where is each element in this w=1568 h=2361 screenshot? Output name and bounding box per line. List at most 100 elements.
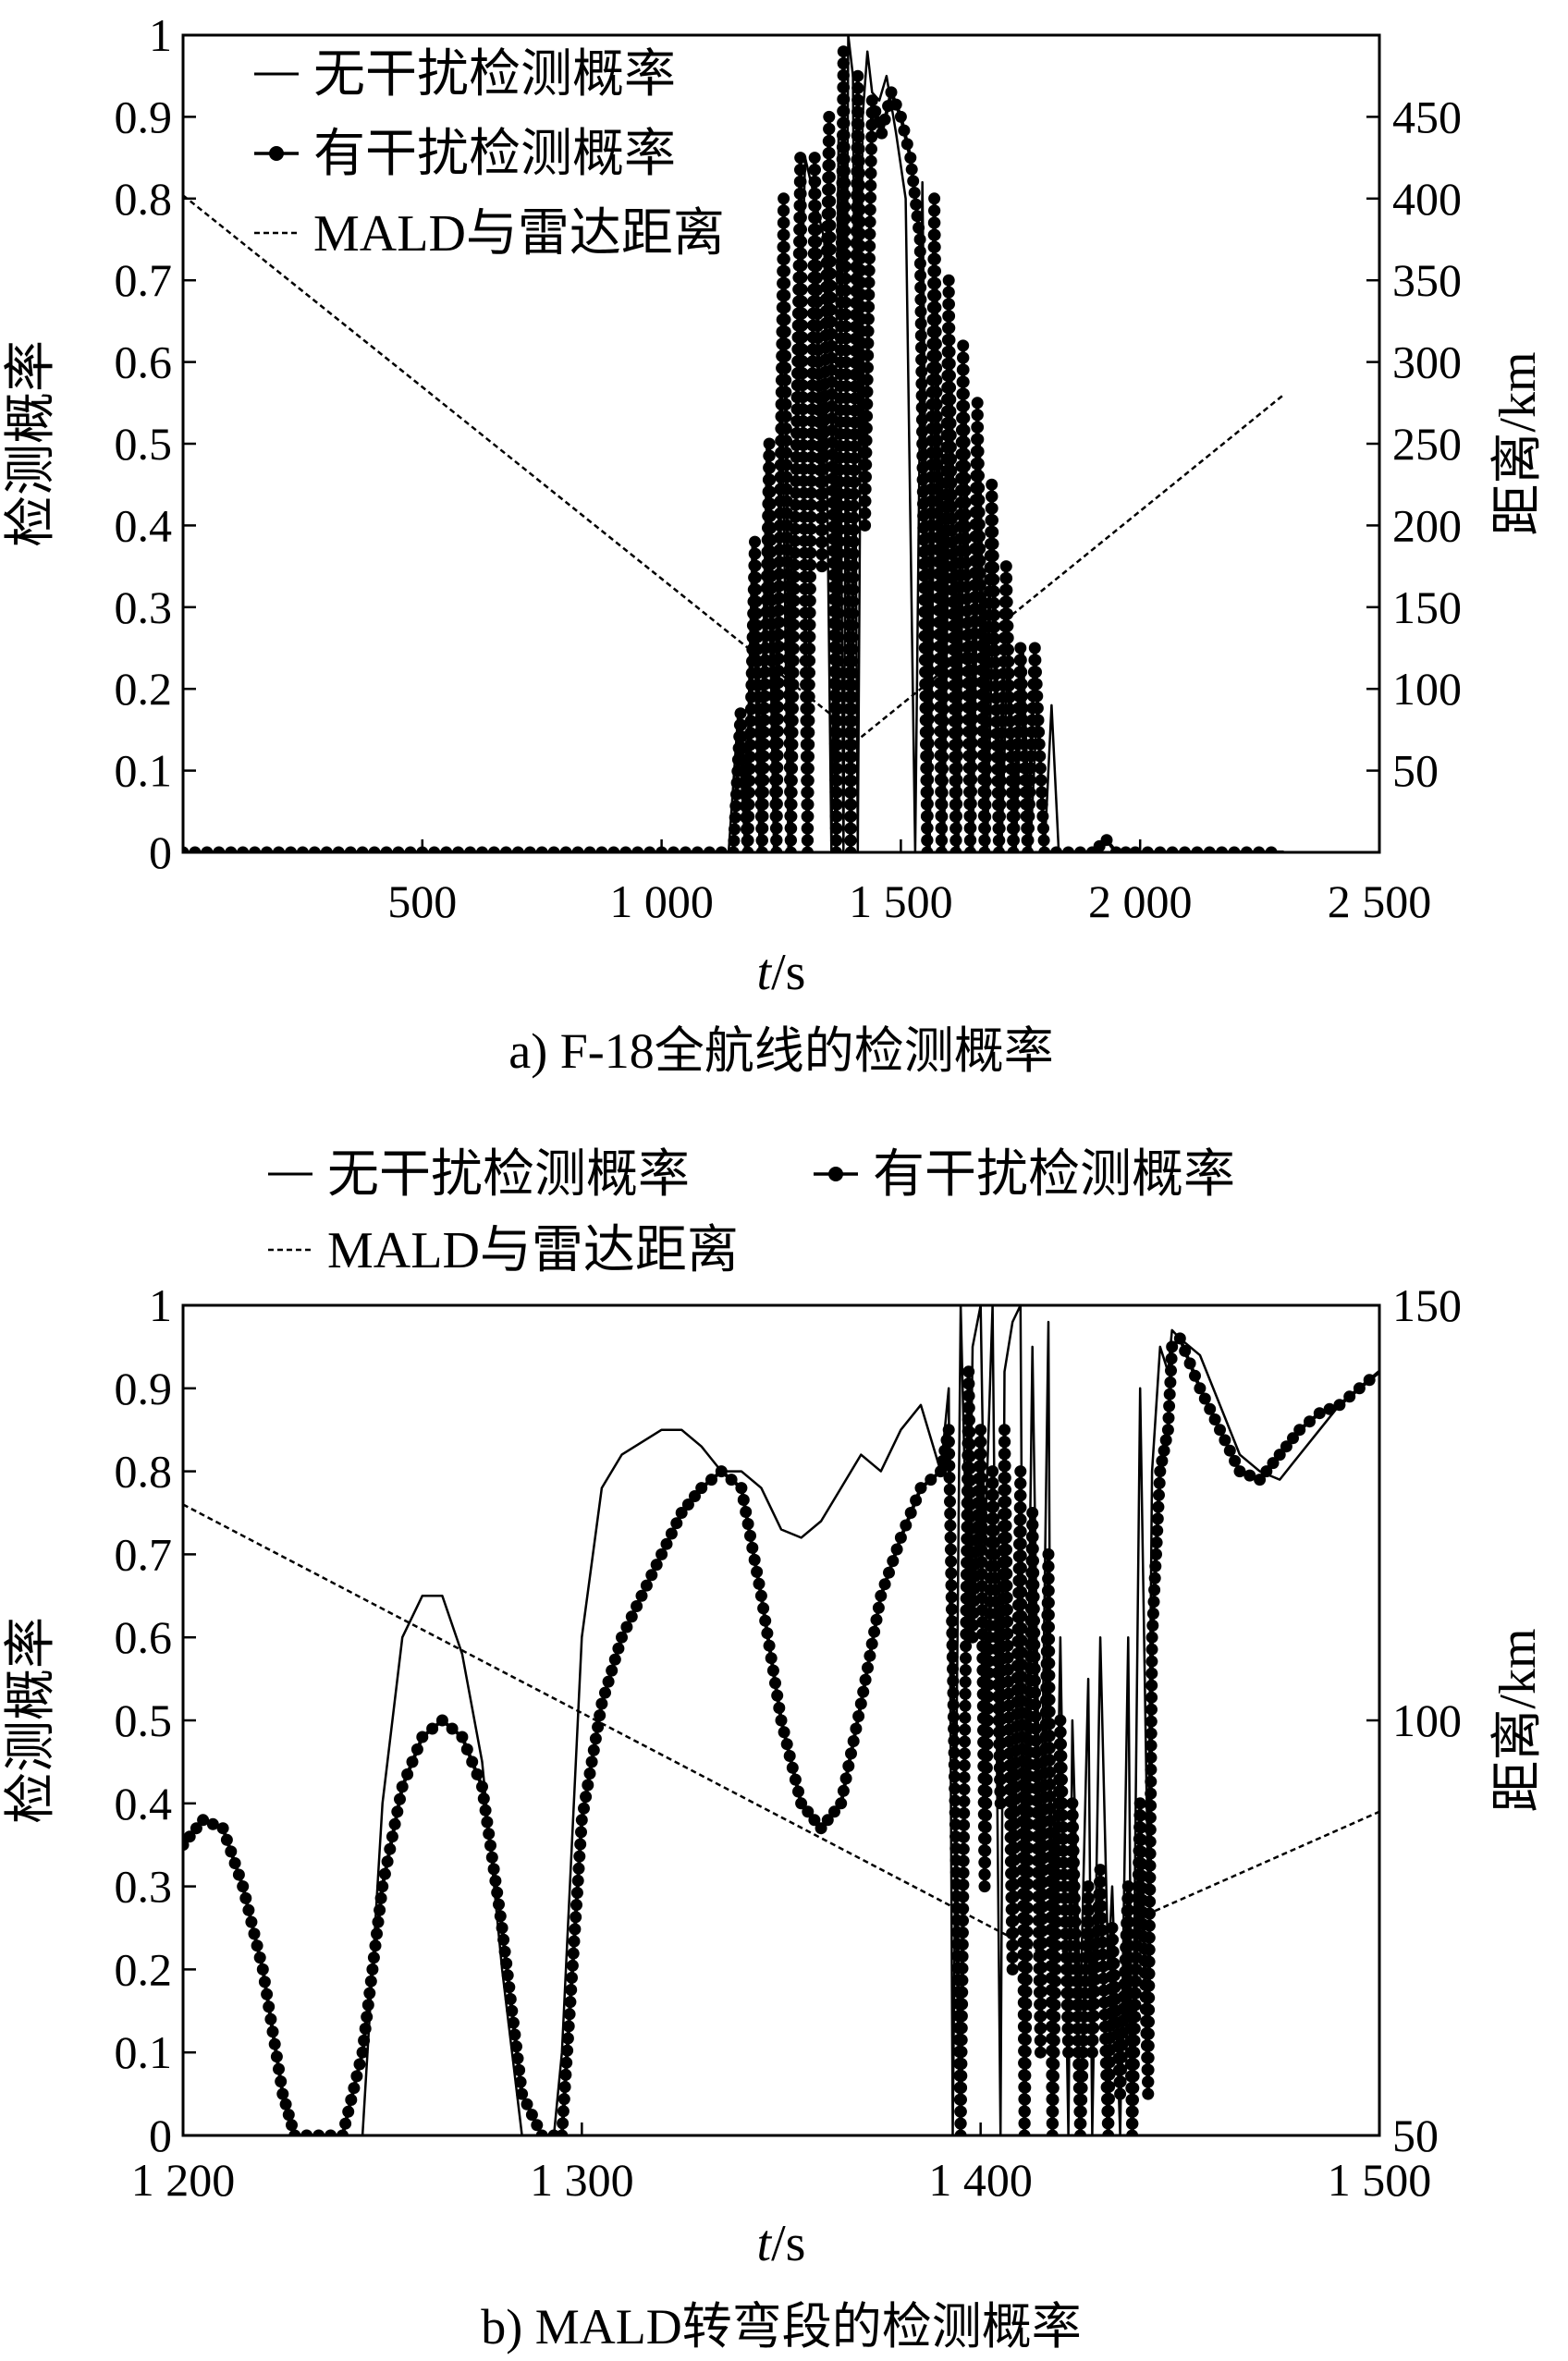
series-point-1	[1008, 810, 1021, 823]
series-point-1	[1074, 2105, 1087, 2118]
series-point-1	[1026, 1530, 1039, 1543]
series-point-1	[931, 434, 943, 447]
series-point-1	[995, 739, 1008, 752]
series-point-1	[848, 487, 861, 500]
series-point-1	[852, 1710, 865, 1722]
series-point-1	[189, 846, 202, 852]
series-point-1	[773, 1702, 786, 1714]
series-point-1	[325, 2129, 337, 2135]
series-point-1	[794, 152, 807, 165]
series-point-1	[1001, 631, 1014, 644]
series-point-1	[838, 69, 850, 81]
series-point-1	[1014, 1501, 1027, 1514]
series-point-1	[845, 751, 858, 764]
series-point-1	[943, 1448, 956, 1461]
series-point-1	[936, 798, 949, 811]
series-point-1	[741, 1518, 754, 1530]
y2-axis-label: 距离/km	[1489, 1628, 1547, 1812]
series-point-1	[1034, 762, 1047, 775]
series-point-1	[582, 1779, 594, 1792]
series-point-1	[956, 1998, 969, 2011]
series-point-1	[1006, 1963, 1019, 1976]
series-point-1	[228, 1857, 241, 1869]
series-point-1	[1033, 738, 1046, 751]
series-point-1	[680, 846, 692, 852]
series-point-1	[960, 1640, 973, 1653]
series-point-1	[915, 341, 927, 354]
series-point-1	[1056, 1797, 1069, 1810]
series-point-1	[1046, 2129, 1059, 2135]
series-point-1	[364, 1975, 377, 1988]
series-point-1	[1115, 2051, 1128, 2063]
series-point-1	[825, 351, 838, 364]
series-point-1	[921, 810, 934, 823]
series-point-1	[371, 1927, 383, 1940]
series-point-1	[759, 1614, 772, 1627]
series-point-1	[670, 1517, 683, 1530]
series-point-1	[972, 458, 985, 470]
y-tick-label: 0.9	[115, 1363, 173, 1414]
series-point-1	[1050, 1927, 1062, 1940]
series-point-1	[1074, 2129, 1086, 2135]
series-point-1	[1145, 1631, 1158, 1644]
series-point-1	[789, 510, 802, 523]
series-point-1	[823, 159, 836, 172]
series-point-1	[863, 276, 876, 289]
series-point-1	[754, 1589, 767, 1602]
series-point-1	[825, 315, 838, 328]
chart-caption: b) MALD转弯段的检测概率	[481, 2299, 1081, 2355]
series-point-1	[955, 2093, 967, 2106]
series-point-1	[510, 2040, 522, 2053]
series-point-1	[1194, 1382, 1207, 1395]
series-point-1	[802, 798, 815, 811]
series-point-1	[809, 212, 822, 225]
series-point-1	[1100, 834, 1113, 847]
series-point-1	[845, 775, 858, 787]
y2-tick-label: 100	[1392, 663, 1462, 715]
series-point-1	[1015, 1585, 1028, 1598]
series-point-1	[1010, 774, 1023, 787]
series-point-1	[392, 846, 405, 852]
series-point-1	[805, 474, 818, 487]
y2-tick-label: 350	[1392, 254, 1462, 306]
series-point-1	[999, 1496, 1012, 1508]
series-point-1	[1173, 1332, 1186, 1345]
series-point-1	[958, 1818, 971, 1831]
series-point-1	[308, 846, 321, 852]
series-point-1	[312, 2129, 325, 2135]
series-point-1	[780, 483, 793, 495]
series-point-1	[956, 1962, 969, 1975]
series-point-1	[958, 1771, 971, 1784]
series-point-1	[785, 834, 797, 847]
series-point-1	[824, 243, 837, 256]
series-point-1	[998, 1424, 1011, 1437]
series-point-1	[1050, 1915, 1063, 1928]
series-point-1	[942, 274, 955, 287]
series-point-1	[1183, 1357, 1196, 1370]
legend-label-0: 无干扰检测概率	[327, 1146, 690, 1204]
series-point-1	[979, 1856, 991, 1869]
series-point-1	[1074, 846, 1086, 852]
series-point-1	[808, 152, 821, 165]
series-point-1	[406, 1755, 419, 1768]
series-point-1	[715, 1465, 728, 1478]
series-point-1	[758, 726, 771, 739]
series-point-1	[1144, 1895, 1157, 1908]
y-axis-label: 检测概率	[3, 340, 60, 547]
series-point-1	[825, 363, 838, 376]
series-point-1	[741, 846, 754, 852]
series-point-1	[1145, 1739, 1158, 1752]
series-point-1	[773, 616, 786, 629]
series-point-1	[1050, 846, 1063, 852]
series-point-1	[981, 691, 994, 704]
series-point-1	[809, 188, 822, 201]
series-point-1	[242, 1903, 255, 1916]
series-point-1	[1009, 786, 1022, 799]
series-point-1	[256, 1963, 269, 1976]
series-point-1	[847, 595, 860, 608]
series-point-1	[986, 1465, 999, 1478]
series-point-1	[1145, 1787, 1158, 1800]
series-point-1	[1017, 726, 1030, 739]
y2-tick-label: 150	[1392, 1279, 1462, 1331]
